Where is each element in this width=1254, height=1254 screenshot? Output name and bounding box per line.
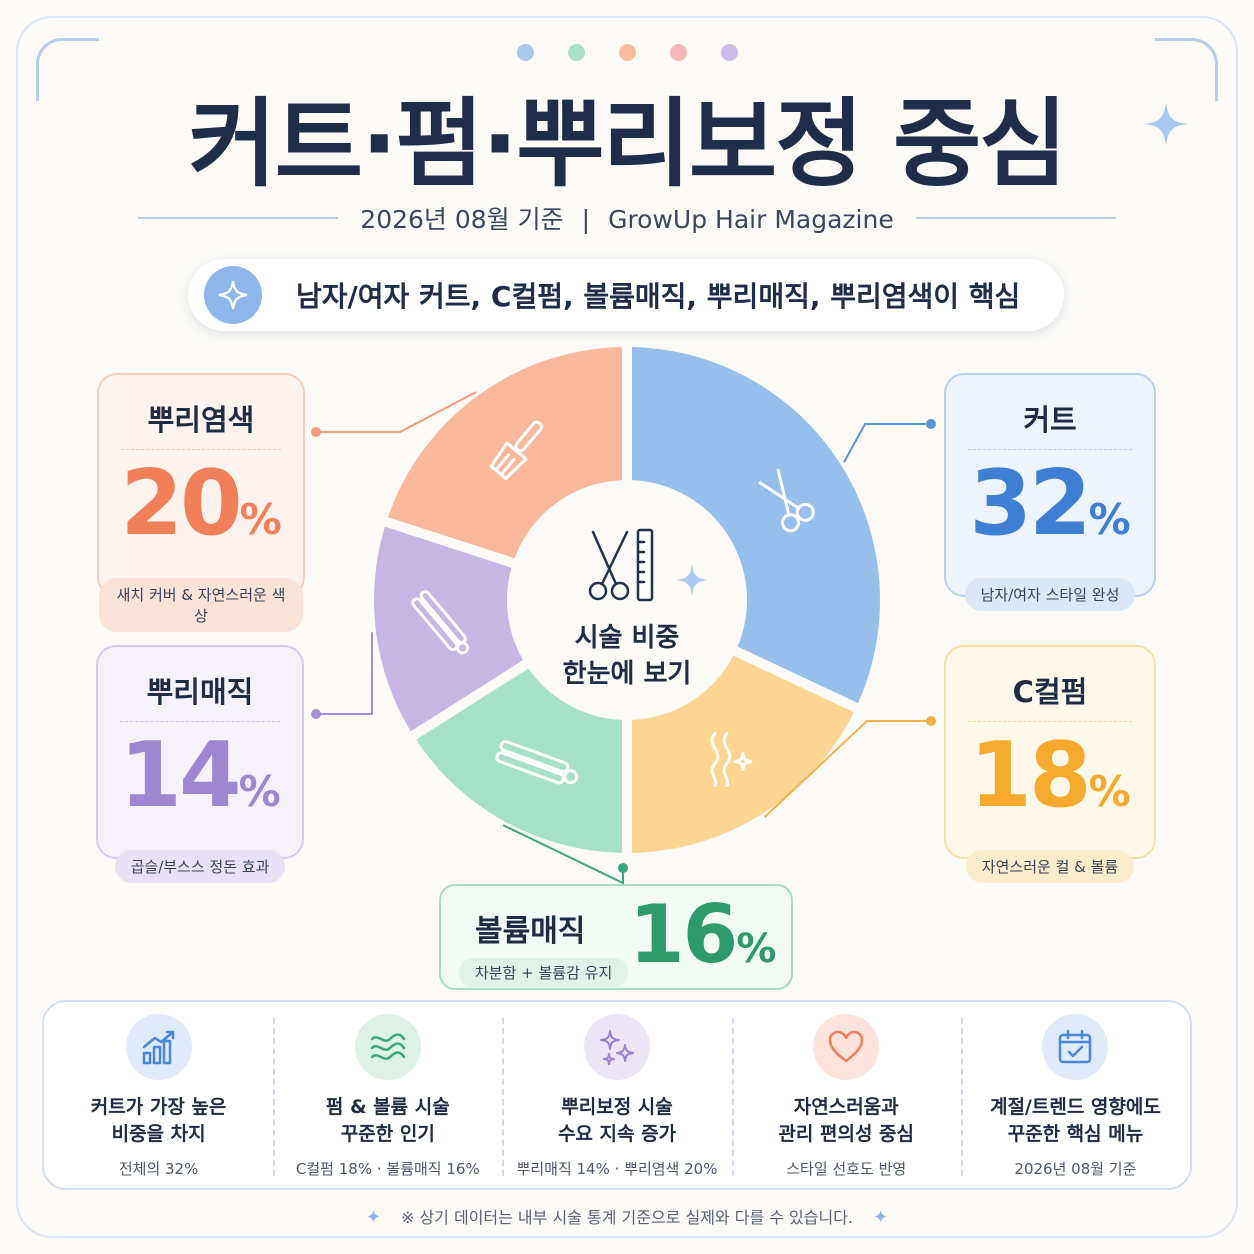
highlight-banner: 남자/여자 커트, C컬펌, 볼륨매직, 뿌리매직, 뿌리염색이 핵심 bbox=[188, 259, 1064, 331]
source-label: GrowUp Hair Magazine bbox=[608, 205, 894, 234]
feature-item: 계절/트렌드 영향에도 꾸준한 핵심 메뉴 2026년 08월 기준 bbox=[960, 1002, 1190, 1188]
feature-item: 뿌리보정 시술 수요 지속 증가 뿌리매직 14% · 뿌리염색 20% bbox=[502, 1002, 731, 1188]
calendar-icon bbox=[1042, 1014, 1109, 1080]
card-volume-magic: 볼륨매직 차분함 + 볼륨감 유지 16% bbox=[439, 884, 793, 990]
root-magic-percent: 14% bbox=[119, 723, 281, 828]
sparkles-icon bbox=[584, 1014, 650, 1080]
card-cut: 커트 32% 남자/여자 스타일 완성 bbox=[944, 373, 1156, 611]
bar-chart-icon bbox=[125, 1014, 192, 1080]
center-label: 시술 비중 한눈에 보기 bbox=[562, 623, 692, 689]
corner-decoration-right bbox=[1155, 38, 1218, 101]
feature-item: 커트가 가장 높은 비중을 차지 전체의 32% bbox=[44, 1002, 273, 1188]
corner-decoration-left bbox=[36, 38, 99, 101]
sparkle-icon bbox=[1142, 100, 1190, 148]
sparkle-icon bbox=[204, 266, 262, 324]
page-frame bbox=[16, 16, 1238, 1238]
volume-magic-percent: 16% bbox=[629, 888, 777, 981]
decorative-dots bbox=[517, 44, 738, 61]
cut-percent: 32% bbox=[969, 451, 1131, 556]
feature-item: 펌 & 볼륨 시술 꾸준한 인기 C컬펌 18% · 볼륨매직 16% bbox=[273, 1002, 502, 1188]
subtitle-row: 2026년 08월 기준 | GrowUp Hair Magazine bbox=[138, 200, 1116, 236]
date-label: 2026년 08월 기준 bbox=[360, 205, 564, 234]
highlight-text: 남자/여자 커트, C컬펌, 볼륨매직, 뿌리매직, 뿌리염색이 핵심 bbox=[296, 280, 1021, 313]
waves-icon bbox=[354, 1014, 421, 1080]
heart-icon bbox=[813, 1014, 880, 1080]
card-root-dye: 뿌리염색 20% 새치 커버 & 자연스러운 색상 bbox=[97, 373, 305, 632]
root-dye-percent: 20% bbox=[120, 451, 282, 556]
feature-summary: 커트가 가장 높은 비중을 차지 전체의 32% 펌 & 볼륨 시술 꾸준한 인기 … bbox=[42, 1000, 1192, 1190]
footnote: ✦ ※ 상기 데이터는 내부 시술 통계 기준으로 실제와 다를 수 있습니다. ✦ bbox=[365, 1207, 889, 1228]
card-c-curl: C컬펌 18% 자연스러운 컬 & 볼륨 bbox=[944, 645, 1156, 883]
card-root-magic: 뿌리매직 14% 곱슬/부스스 정돈 효과 bbox=[96, 645, 304, 883]
feature-item: 자연스러움과 관리 편의성 중심 스타일 선호도 반영 bbox=[731, 1002, 961, 1188]
page-title: 커트·펌·뿌리보정 중심 bbox=[188, 88, 1067, 200]
c-curl-percent: 18% bbox=[969, 723, 1131, 828]
